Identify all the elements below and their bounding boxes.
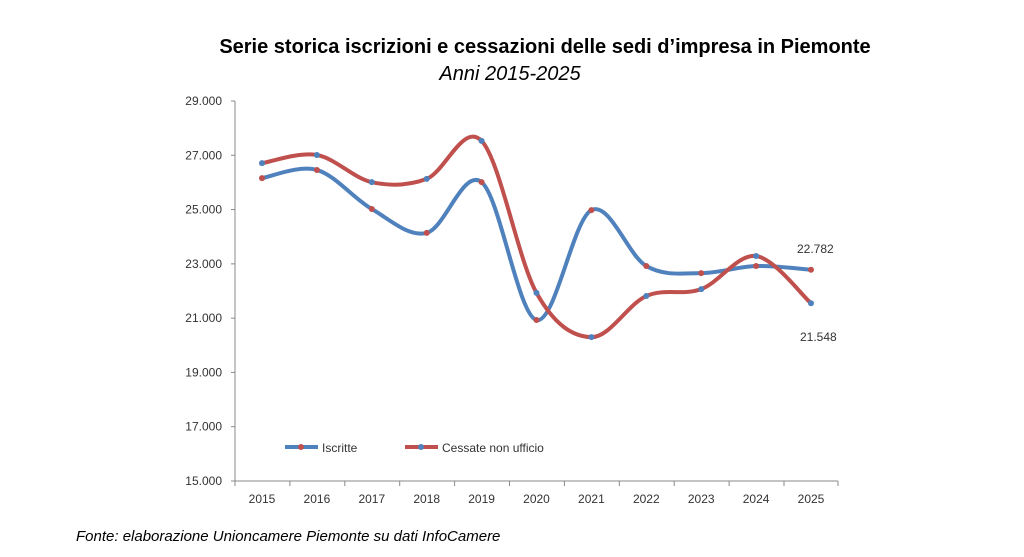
y-tick-label: 15.000 (185, 474, 222, 488)
data-point (808, 300, 814, 307)
data-point (808, 266, 814, 273)
data-label-iscritte-2025: 22.782 (797, 242, 834, 256)
data-point (533, 289, 540, 296)
y-tick-label: 21.000 (185, 311, 222, 325)
x-tick-label: 2019 (468, 492, 495, 506)
data-point (753, 252, 760, 259)
data-point (423, 175, 430, 182)
y-tick-label: 29.000 (185, 94, 222, 108)
data-point (588, 334, 595, 341)
x-tick-label: 2023 (688, 492, 715, 506)
legend-label: Cessate non ufficio (442, 441, 544, 455)
series-line-cessate (261, 134, 813, 340)
chart-title: Serie storica iscrizioni e cessazioni de… (219, 36, 871, 58)
y-tick-label: 27.000 (185, 148, 222, 162)
data-point (368, 206, 375, 213)
x-tick-label: 2020 (523, 492, 550, 506)
chart-subtitle: Anni 2015-2025 (439, 63, 581, 85)
x-tick-label: 2021 (578, 492, 605, 506)
data-point (313, 166, 320, 173)
data-point (313, 152, 320, 159)
x-tick-label: 2018 (413, 492, 440, 506)
legend-marker (418, 444, 424, 450)
data-point (259, 175, 265, 182)
y-tick-label: 17.000 (185, 420, 222, 434)
x-tick-label: 2024 (743, 492, 770, 506)
x-tick-label: 2015 (249, 492, 276, 506)
data-point (478, 179, 485, 186)
data-point (643, 263, 650, 270)
data-point (533, 317, 540, 324)
x-tick-label: 2016 (304, 492, 331, 506)
x-tick-label: 2022 (633, 492, 660, 506)
data-point (259, 160, 265, 167)
source-note: Fonte: elaborazione Unioncamere Piemonte… (76, 528, 501, 545)
y-tick-label: 25.000 (185, 203, 222, 217)
data-point (643, 293, 650, 300)
data-point (423, 229, 430, 236)
y-tick-label: 23.000 (185, 257, 222, 271)
data-point (588, 207, 595, 214)
y-tick-label: 19.000 (185, 365, 222, 379)
x-tick-label: 2017 (358, 492, 385, 506)
data-point (368, 179, 375, 186)
data-point (753, 263, 760, 270)
legend-marker (298, 444, 304, 450)
legend-label: Iscritte (322, 441, 358, 455)
data-point (698, 286, 705, 293)
x-tick-label: 2025 (798, 492, 825, 506)
series-line-iscritte (261, 166, 812, 323)
data-label-cessate-2025: 21.548 (800, 330, 837, 344)
data-point (478, 137, 485, 144)
data-point (698, 270, 705, 277)
